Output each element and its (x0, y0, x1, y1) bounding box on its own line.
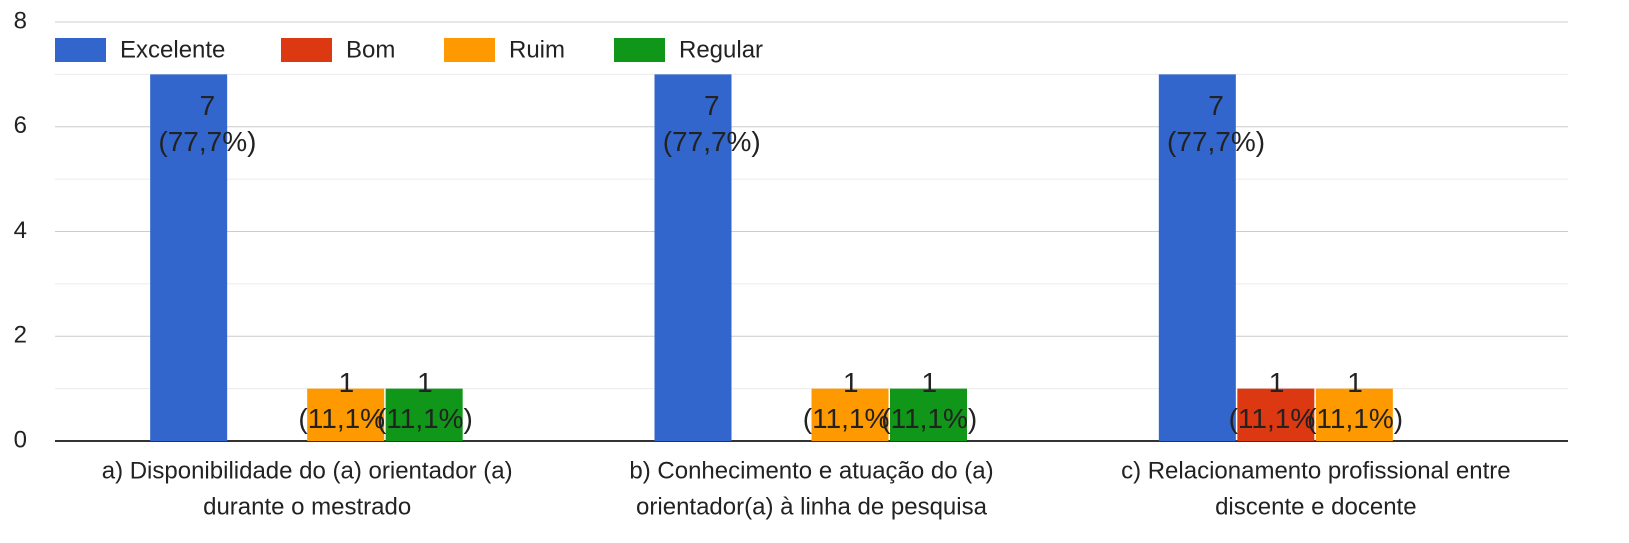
bar (1237, 388, 1315, 441)
legend-label: Ruim (509, 36, 565, 63)
bar (1158, 74, 1236, 441)
data-label: (11,1%) (377, 403, 473, 434)
bar (811, 388, 889, 441)
legend-swatch (444, 38, 495, 62)
x-tick-label: c) Relacionamento profissional entre (1121, 457, 1511, 484)
data-label: 1 (1269, 367, 1285, 398)
legend-swatch (281, 38, 332, 62)
legend-label: Bom (346, 36, 395, 63)
y-tick-label: 4 (14, 217, 27, 244)
data-label: 7 (704, 90, 720, 121)
data-label: (77,7%) (158, 126, 256, 157)
data-label: (11,1%) (803, 403, 899, 434)
x-tick-label: discente e docente (1215, 493, 1416, 520)
data-label: 7 (200, 90, 216, 121)
legend-swatch (55, 38, 106, 62)
x-tick-label: b) Conhecimento e atuação do (a) (629, 457, 993, 484)
data-label: 1 (843, 367, 859, 398)
bar (150, 74, 228, 441)
x-tick-label: orientador(a) à linha de pesquisa (636, 493, 988, 520)
bar (890, 388, 967, 441)
legend-label: Regular (679, 36, 763, 63)
legend-label: Excelente (120, 36, 225, 63)
data-label: 1 (921, 367, 937, 398)
bar (307, 388, 385, 441)
bar (385, 388, 463, 441)
data-label: (11,1%) (1229, 403, 1325, 434)
bar (654, 74, 732, 441)
data-label: 1 (1347, 367, 1363, 398)
y-tick-label: 8 (14, 7, 27, 34)
legend-swatch (614, 38, 665, 62)
data-label: (11,1%) (881, 403, 977, 434)
data-label: (11,1%) (1307, 403, 1403, 434)
data-label: (11,1%) (298, 403, 394, 434)
x-tick-label: a) Disponibilidade do (a) orientador (a) (102, 457, 513, 484)
y-tick-label: 6 (14, 112, 27, 139)
data-label: (77,7%) (663, 126, 761, 157)
data-label: 1 (339, 367, 355, 398)
data-label: 1 (417, 367, 433, 398)
bar (1315, 388, 1393, 441)
data-label: 7 (1208, 90, 1224, 121)
y-tick-label: 2 (14, 322, 27, 349)
data-label: (77,7%) (1167, 126, 1265, 157)
y-tick-label: 0 (14, 426, 27, 453)
x-tick-label: durante o mestrado (203, 493, 411, 520)
